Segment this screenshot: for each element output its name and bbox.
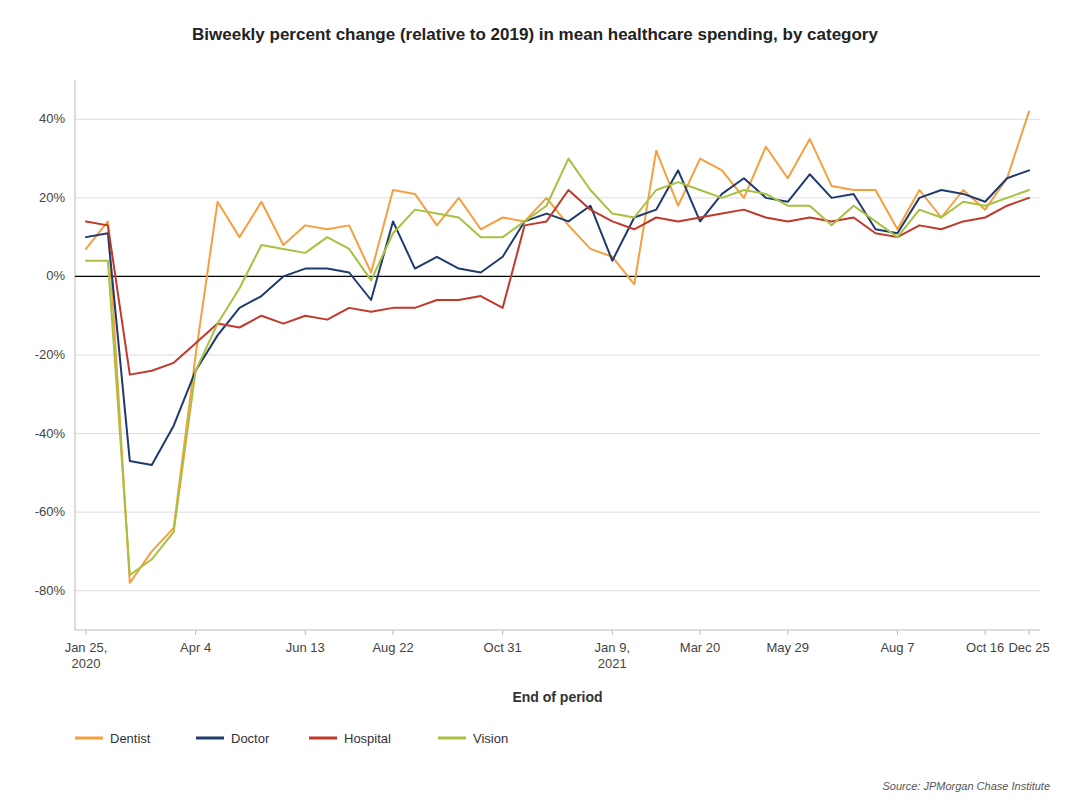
x-tick-label: Dec 25 — [1008, 640, 1049, 655]
y-tick-label: 20% — [39, 190, 65, 205]
series-line — [86, 190, 1029, 375]
grid-line — [75, 119, 1040, 120]
x-tick — [85, 630, 86, 635]
grid-line — [75, 197, 1040, 198]
x-axis-label: End of period — [512, 689, 602, 705]
series-line — [86, 170, 1029, 465]
series-line — [86, 111, 1029, 582]
legend-swatch — [309, 737, 337, 740]
y-axis: -80% -60% -40% -20% 0% 20% 40% — [35, 111, 1040, 597]
x-tick — [1029, 630, 1030, 635]
grid-line — [75, 276, 1040, 277]
x-tick — [787, 630, 788, 635]
y-axis-line — [75, 80, 76, 630]
y-tick-label: -20% — [35, 347, 66, 362]
x-tick-label: Oct 31 — [484, 640, 522, 655]
x-tick-label: Mar 20 — [680, 640, 720, 655]
x-tick — [195, 630, 196, 635]
legend-swatch — [75, 737, 103, 740]
x-tick — [305, 630, 306, 635]
y-tick-label: -80% — [35, 583, 66, 598]
legend-swatch — [196, 737, 224, 740]
legend-label: Doctor — [231, 731, 270, 746]
series-line — [86, 159, 1029, 575]
x-tick — [985, 630, 986, 635]
grid-line — [75, 433, 1040, 434]
x-tick — [897, 630, 898, 635]
source: Source: JPMorgan Chase Institute — [882, 780, 1050, 792]
x-tick — [393, 630, 394, 635]
y-tick-label: -40% — [35, 426, 66, 441]
grid-line — [75, 355, 1040, 356]
x-tick-label: Jun 13 — [286, 640, 325, 655]
grid-line — [75, 512, 1040, 513]
x-tick-label: Aug 7 — [880, 640, 914, 655]
x-tick-label: Apr 4 — [180, 640, 211, 655]
x-tick-label: Jan 25,2020 — [65, 640, 108, 671]
x-tick-label: Jan 9,2021 — [595, 640, 630, 671]
x-tick-label: Aug 22 — [372, 640, 413, 655]
x-tick-label: Oct 16 — [966, 640, 1004, 655]
lines — [86, 111, 1029, 582]
y-tick-label: -60% — [35, 504, 66, 519]
legend-label: Dentist — [110, 731, 151, 746]
title: Biweekly percent change (relative to 201… — [192, 25, 878, 44]
legend-swatch — [438, 737, 466, 740]
x-tick — [700, 630, 701, 635]
x-tick — [612, 630, 613, 635]
y-tick-label: 0% — [46, 268, 65, 283]
x-axis: Jan 25,2020 Apr 4 Jun 13 Aug 22 Oct 31 Jan 9,… — [65, 630, 1050, 671]
x-tick — [502, 630, 503, 635]
x-axis-line — [75, 630, 1040, 631]
legend-label: Vision — [473, 731, 508, 746]
legend-label: Hospital — [344, 731, 391, 746]
grid-line — [75, 590, 1040, 591]
legend: Dentist Doctor Hospital Vision — [75, 731, 508, 746]
x-tick-label: May 29 — [766, 640, 809, 655]
chart: Biweekly percent change (relative to 201… — [0, 0, 1070, 800]
y-tick-label: 40% — [39, 111, 65, 126]
zero-line — [75, 276, 1040, 277]
